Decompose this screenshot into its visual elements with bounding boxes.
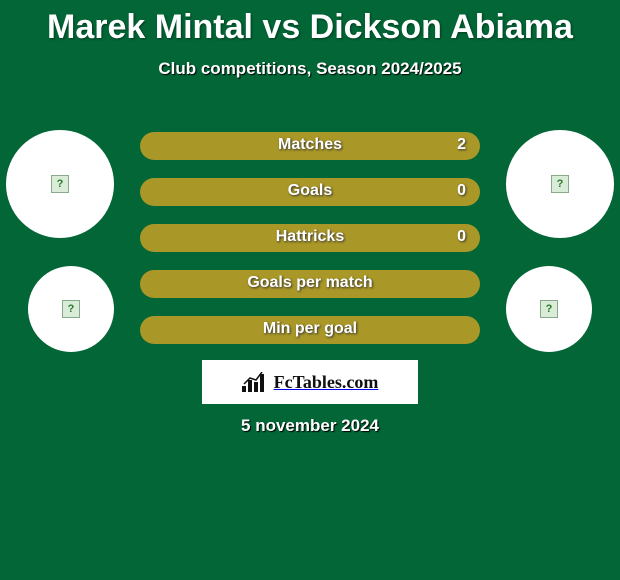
broken-image-icon [540, 300, 558, 318]
stat-row-goals: Goals 0 [140, 178, 480, 206]
page-title: Marek Mintal vs Dickson Abiama [0, 8, 620, 47]
date-label: 5 november 2024 [0, 416, 620, 436]
stat-label: Matches [140, 136, 480, 154]
brand-text: FcTables.com [274, 372, 379, 393]
avatar-right-top [506, 130, 614, 238]
brand-link[interactable]: FcTables.com [202, 360, 418, 404]
stat-label: Goals per match [140, 274, 480, 292]
stat-right-value: 0 [457, 182, 466, 200]
broken-image-icon [551, 175, 569, 193]
stat-row-matches: Matches 2 [140, 132, 480, 160]
broken-image-icon [62, 300, 80, 318]
stat-label: Min per goal [140, 320, 480, 338]
bars-icon [242, 372, 268, 392]
avatar-right-bottom [506, 266, 592, 352]
stat-row-goals-per-match: Goals per match [140, 270, 480, 298]
stat-row-hattricks: Hattricks 0 [140, 224, 480, 252]
stat-row-min-per-goal: Min per goal [140, 316, 480, 344]
stat-right-value: 2 [457, 136, 466, 154]
avatar-left-bottom [28, 266, 114, 352]
stat-label: Hattricks [140, 228, 480, 246]
stats-table: Matches 2 Goals 0 Hattricks 0 Goals per … [140, 132, 480, 362]
stat-label: Goals [140, 182, 480, 200]
avatar-left-top [6, 130, 114, 238]
broken-image-icon [51, 175, 69, 193]
page-subtitle: Club competitions, Season 2024/2025 [0, 59, 620, 79]
stat-right-value: 0 [457, 228, 466, 246]
